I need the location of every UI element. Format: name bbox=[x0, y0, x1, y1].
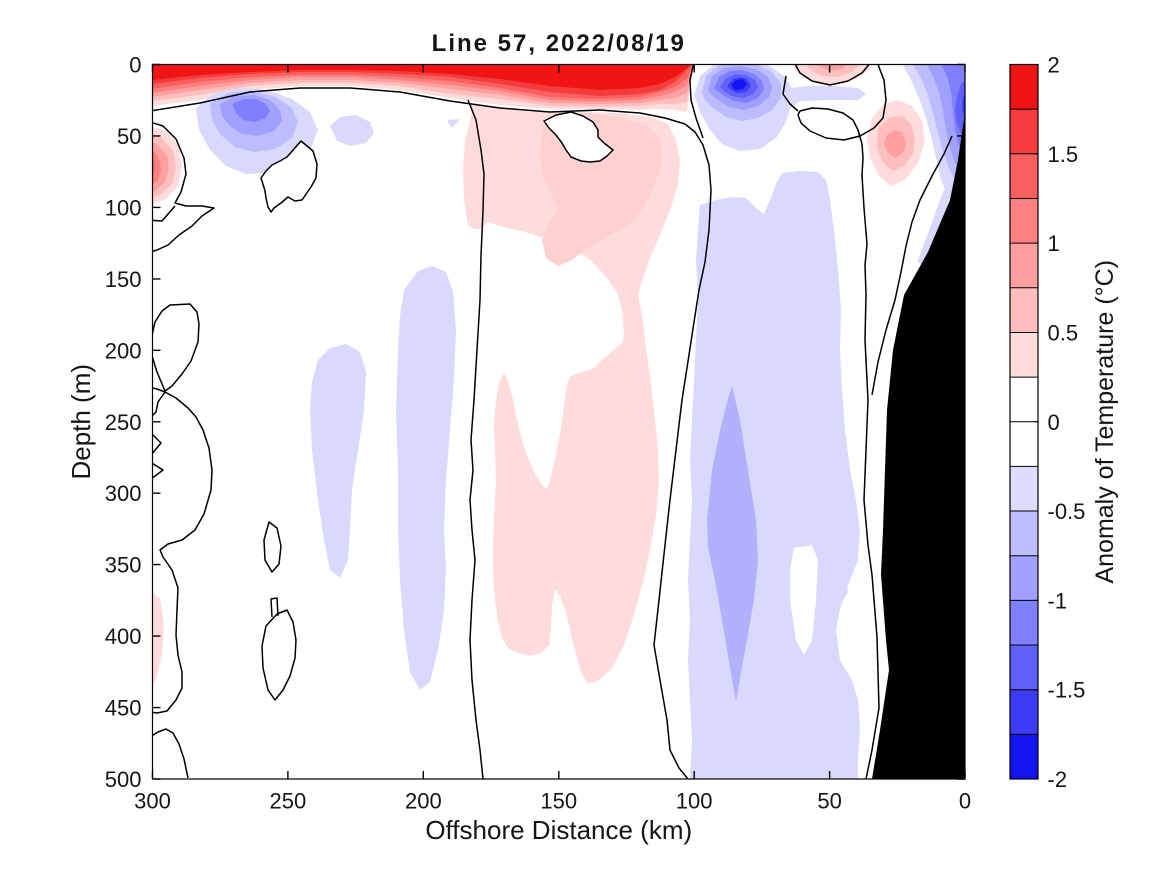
svg-text:1.5: 1.5 bbox=[1048, 142, 1079, 167]
svg-text:400: 400 bbox=[105, 624, 142, 649]
svg-text:0: 0 bbox=[1048, 410, 1060, 435]
svg-text:-2: -2 bbox=[1048, 767, 1068, 792]
svg-text:Offshore Distance (km): Offshore Distance (km) bbox=[425, 815, 692, 845]
svg-text:200: 200 bbox=[105, 338, 142, 363]
svg-text:350: 350 bbox=[105, 553, 142, 578]
svg-text:Anomaly of Temperature (°C): Anomaly of Temperature (°C) bbox=[1091, 260, 1119, 584]
svg-text:300: 300 bbox=[105, 481, 142, 506]
svg-text:2: 2 bbox=[1048, 53, 1060, 78]
svg-text:-1.5: -1.5 bbox=[1048, 678, 1086, 703]
svg-text:50: 50 bbox=[117, 124, 141, 149]
svg-text:500: 500 bbox=[105, 767, 142, 792]
svg-text:150: 150 bbox=[540, 789, 577, 814]
svg-text:0: 0 bbox=[959, 789, 971, 814]
svg-text:100: 100 bbox=[105, 195, 142, 220]
svg-text:250: 250 bbox=[105, 410, 142, 435]
svg-text:-0.5: -0.5 bbox=[1048, 499, 1086, 524]
svg-text:300: 300 bbox=[134, 789, 171, 814]
svg-text:150: 150 bbox=[105, 267, 142, 292]
svg-text:100: 100 bbox=[676, 789, 713, 814]
svg-text:50: 50 bbox=[817, 789, 841, 814]
svg-text:1: 1 bbox=[1048, 231, 1060, 256]
svg-text:Depth (m): Depth (m) bbox=[66, 364, 96, 480]
svg-text:200: 200 bbox=[405, 789, 442, 814]
svg-text:0.5: 0.5 bbox=[1048, 320, 1079, 345]
svg-text:450: 450 bbox=[105, 696, 142, 721]
svg-text:-1: -1 bbox=[1048, 588, 1068, 613]
svg-text:250: 250 bbox=[270, 789, 307, 814]
svg-text:0: 0 bbox=[129, 53, 141, 78]
svg-text:Line 57, 2022/08/19: Line 57, 2022/08/19 bbox=[432, 30, 686, 57]
